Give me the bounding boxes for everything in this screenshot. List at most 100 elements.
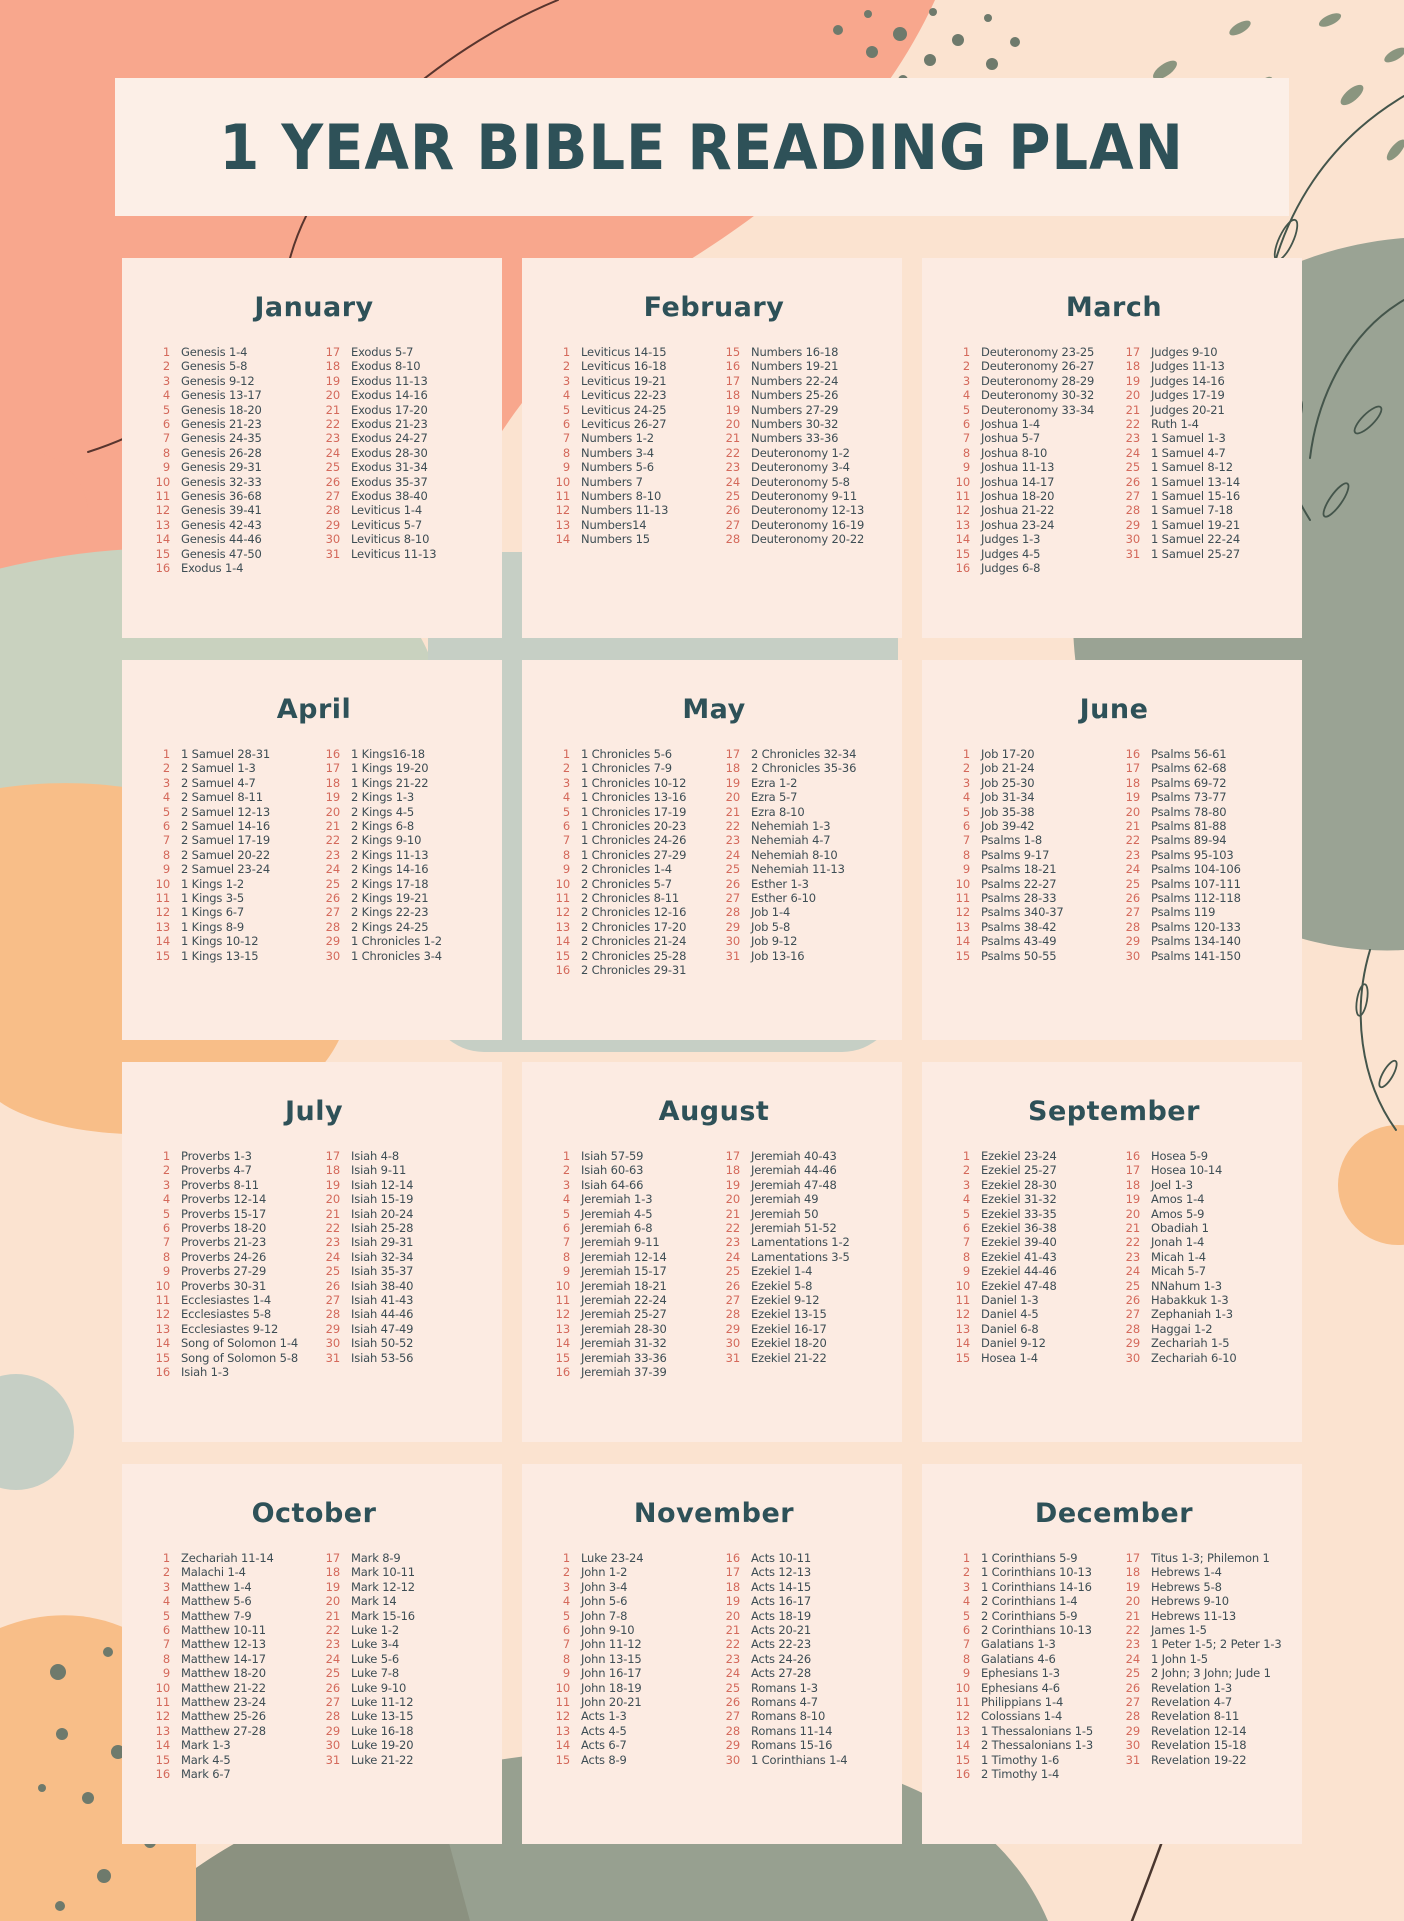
reading-row: 24 2 Kings 14-16 [314, 862, 484, 876]
reading-day: 18 [725, 1579, 740, 1594]
reading-reference: Zechariah 11-14 [181, 1551, 274, 1565]
reading-row: 19 Isiah 12-14 [314, 1178, 484, 1192]
reading-day: 2 [162, 359, 170, 374]
reading-row: 3 Ezekiel 28-30 [944, 1178, 1114, 1192]
reading-day: 15 [155, 546, 170, 561]
reading-reference: Micah 1-4 [1151, 1249, 1206, 1264]
reading-day: 21 [325, 1608, 340, 1623]
reading-row: 20 Exodus 14-16 [314, 388, 484, 402]
reading-day: 2 [162, 1163, 170, 1178]
month-card: November 1 Luke 23-24 2 John 1-2 3 John 3-4 4 J… [522, 1464, 902, 1844]
reading-day: 28 [1125, 1709, 1140, 1724]
reading-reference: Isiah 57-59 [581, 1149, 644, 1163]
reading-day: 30 [1125, 948, 1140, 963]
readings-columns: 1 Isiah 57-59 2 Isiah 60-63 3 Isiah 64-66 4 Jer… [544, 1149, 884, 1380]
reading-reference: Luke 1-2 [351, 1623, 400, 1638]
reading-reference: Job 39-42 [981, 819, 1035, 834]
reading-row: 19 Hebrews 5-8 [1114, 1580, 1284, 1594]
reading-reference: Jeremiah 1-3 [581, 1192, 653, 1207]
reading-reference: Ezekiel 13-15 [751, 1307, 827, 1322]
reading-day: 25 [1125, 460, 1140, 475]
reading-day: 10 [155, 474, 170, 489]
readings-columns: 1 Zechariah 11-14 2 Malachi 1-4 3 Matthew 1-4… [144, 1551, 484, 1782]
reading-reference: 2 Samuel 8-11 [181, 790, 263, 805]
reading-day: 29 [1125, 517, 1140, 532]
reading-day: 12 [155, 905, 170, 920]
reading-row: 22 James 1-5 [1114, 1623, 1284, 1637]
reading-day: 1 [162, 345, 170, 359]
reading-reference: Acts 20-21 [751, 1623, 812, 1638]
reading-day: 28 [325, 919, 340, 934]
reading-day: 20 [1125, 1594, 1140, 1609]
reading-reference: 1 Chronicles 7-9 [581, 761, 672, 776]
reading-day: 17 [1125, 345, 1140, 359]
reading-reference: Exodus 8-10 [351, 359, 421, 374]
reading-day: 5 [562, 804, 570, 819]
month-title: December [1034, 1498, 1194, 1529]
reading-reference: Leviticus 26-27 [581, 417, 667, 432]
reading-reference: Deuteronomy 16-19 [751, 517, 865, 532]
reading-reference: Matthew 5-6 [181, 1594, 252, 1609]
reading-row: 11 Ecclesiastes 1-4 [144, 1293, 314, 1307]
reading-day: 31 [1125, 546, 1140, 561]
reading-row: 20 Amos 5-9 [1114, 1207, 1284, 1221]
reading-reference: Genesis 9-12 [181, 373, 255, 388]
reading-reference: Numbers 16-18 [751, 345, 839, 359]
reading-row: 1 1 Corinthians 5-9 [944, 1551, 1114, 1565]
reading-reference: 1 Samuel 8-12 [1151, 460, 1233, 475]
reading-row: 11 John 20-21 [544, 1695, 714, 1709]
reading-day: 9 [162, 1666, 170, 1681]
reading-row: 5 John 7-8 [544, 1609, 714, 1623]
reading-day: 26 [1125, 474, 1140, 489]
reading-day: 26 [1125, 1293, 1140, 1308]
reading-row: 18 Jeremiah 44-46 [714, 1163, 884, 1177]
reading-reference: 1 Samuel 22-24 [1151, 532, 1241, 547]
reading-reference: Acts 14-15 [751, 1579, 812, 1594]
reading-row: 15 1 Timothy 1-6 [944, 1753, 1114, 1767]
reading-day: 9 [162, 1264, 170, 1279]
reading-reference: Hebrews 5-8 [1151, 1579, 1222, 1594]
reading-reference: Acts 22-23 [751, 1637, 812, 1652]
reading-row: 25 Nehemiah 11-13 [714, 862, 884, 876]
reading-row: 17 Mark 8-9 [314, 1551, 484, 1565]
reading-reference: Matthew 10-11 [181, 1623, 266, 1638]
reading-row: 16 Hosea 5-9 [1114, 1149, 1284, 1163]
reading-day: 15 [155, 1350, 170, 1365]
reading-row: 18 Joel 1-3 [1114, 1178, 1284, 1192]
reading-day: 29 [725, 919, 740, 934]
reading-reference: Daniel 9-12 [981, 1336, 1046, 1351]
reading-reference: Numbers 19-21 [751, 359, 839, 374]
reading-reference: Job 31-34 [981, 790, 1035, 805]
reading-row: 25 Romans 1-3 [714, 1681, 884, 1695]
reading-row: 10 Psalms 22-27 [944, 877, 1114, 891]
reading-row: 31 Leviticus 11-13 [314, 547, 484, 561]
reading-day: 29 [1125, 934, 1140, 949]
reading-row: 7 Joshua 5-7 [944, 431, 1114, 445]
reading-row: 25 Ezekiel 1-4 [714, 1264, 884, 1278]
reading-reference: Matthew 27-28 [181, 1723, 266, 1738]
reading-day: 26 [1125, 891, 1140, 906]
reading-day: 20 [725, 790, 740, 805]
reading-day: 24 [725, 1249, 740, 1264]
reading-day: 19 [325, 1177, 340, 1192]
reading-row: 26 Esther 1-3 [714, 877, 884, 891]
reading-row: 30 1 Chronicles 3-4 [314, 949, 484, 963]
reading-day: 8 [562, 847, 570, 862]
month-title: January [254, 292, 374, 323]
reading-row: 28 Romans 11-14 [714, 1724, 884, 1738]
reading-reference: Job 9-12 [751, 934, 798, 949]
reading-row: 24 Micah 5-7 [1114, 1264, 1284, 1278]
reading-day: 10 [555, 876, 570, 891]
reading-reference: Esther 6-10 [751, 891, 816, 906]
reading-row: 4 Matthew 5-6 [144, 1594, 314, 1608]
reading-reference: John 20-21 [581, 1695, 642, 1710]
reading-row: 12 Psalms 340-37 [944, 905, 1114, 919]
reading-row: 12 Matthew 25-26 [144, 1709, 314, 1723]
reading-day: 12 [555, 1709, 570, 1724]
reading-reference: Joshua 21-22 [981, 503, 1055, 518]
reading-row: 15 Mark 4-5 [144, 1753, 314, 1767]
reading-row: 12 Genesis 39-41 [144, 503, 314, 517]
reading-row: 10 Numbers 7 [544, 475, 714, 489]
reading-reference: Isiah 64-66 [581, 1177, 644, 1192]
reading-reference: Ecclesiastes 9-12 [181, 1321, 279, 1336]
